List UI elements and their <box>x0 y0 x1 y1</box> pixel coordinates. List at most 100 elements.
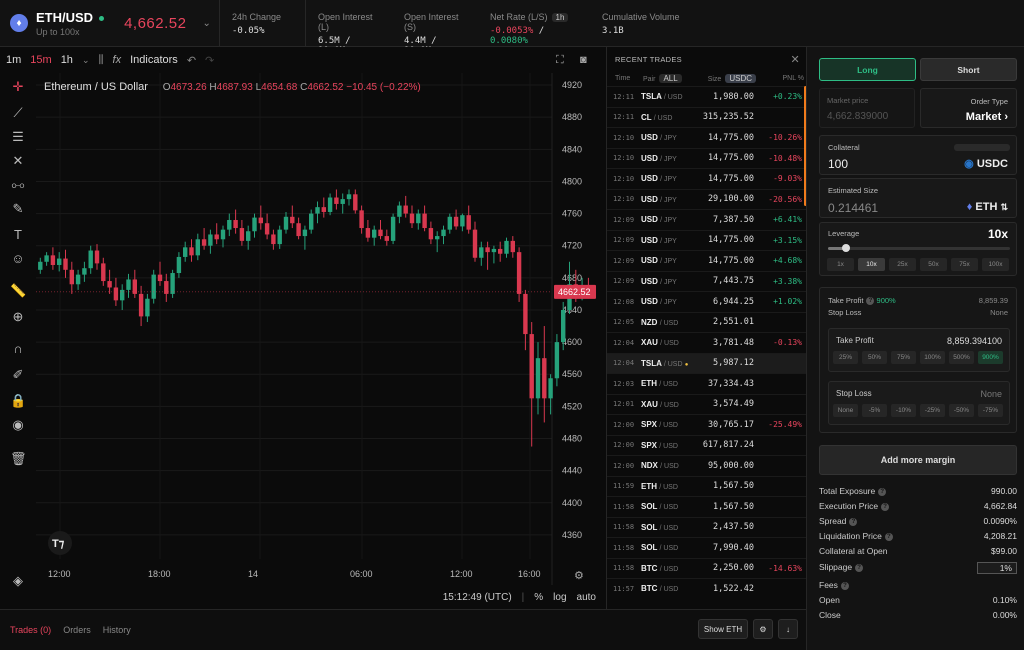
timeframe-1m[interactable]: 1m <box>6 54 22 66</box>
redo-icon[interactable]: ↷ <box>205 54 215 67</box>
help-icon[interactable]: ? <box>884 532 893 541</box>
chip-75x[interactable]: 75x <box>951 258 978 271</box>
percent-scale-toggle[interactable]: % <box>534 591 544 603</box>
order-type-select[interactable]: Order Type Market › <box>920 88 1017 128</box>
help-icon[interactable]: ? <box>878 487 887 496</box>
stop-loss-input[interactable]: Stop Loss None None -5% -10% -25% -50% -75% <box>828 381 1010 425</box>
timeframe-1h[interactable]: 1h <box>60 54 73 66</box>
chip-500pct[interactable]: 500% <box>949 351 974 364</box>
chip-minus-25pct[interactable]: -25% <box>920 404 945 417</box>
trade-row[interactable]: 12:00 SPX / USD 30,765.17 -25.49% <box>607 414 806 435</box>
close-icon[interactable]: ✕ <box>790 53 800 66</box>
chip-minus-10pct[interactable]: -10% <box>891 404 916 417</box>
trade-row[interactable]: 12:03 ETH / USD 37,334.43 <box>607 373 806 394</box>
help-icon[interactable]: ? <box>840 581 849 590</box>
chip-100pct[interactable]: 100% <box>920 351 945 364</box>
trade-row[interactable]: 11:58 SOL / USD 7,990.40 <box>607 537 806 558</box>
chip-25x[interactable]: 25x <box>889 258 916 271</box>
help-icon[interactable]: ? <box>849 517 858 526</box>
candle-type-icon[interactable]: ⫼ <box>98 53 104 66</box>
indicators-button[interactable]: Indicators <box>130 54 178 66</box>
help-icon[interactable]: ? <box>866 297 875 306</box>
trade-row[interactable]: 12:04 TSLA / USD ● 5,987.12 <box>607 352 806 373</box>
chip-100x[interactable]: 100x <box>982 258 1009 271</box>
settings-gear-icon[interactable]: ⚙ <box>574 569 584 582</box>
trade-row[interactable]: 11:58 BTC / USD 2,250.00 -14.63% <box>607 557 806 579</box>
tab-history[interactable]: History <box>102 625 131 635</box>
log-scale-toggle[interactable]: log <box>553 591 567 603</box>
short-button[interactable]: Short <box>920 58 1017 81</box>
estimated-size-input[interactable]: Estimated Size 0.214461 ♦ ETH ⇅ <box>819 178 1017 218</box>
trade-row[interactable]: 11:58 SOL / USD 2,437.50 <box>607 516 806 538</box>
gear-icon[interactable]: ⚙ <box>753 619 773 639</box>
text-icon[interactable]: T <box>14 227 22 242</box>
brush-icon[interactable]: ✎ <box>12 201 24 216</box>
add-margin-button[interactable]: Add more margin <box>819 445 1017 475</box>
crosshair-icon[interactable]: ✛ <box>12 79 24 94</box>
chevron-down-icon[interactable]: ⌄ <box>81 54 90 65</box>
fullscreen-icon[interactable]: ⛶ <box>556 53 564 66</box>
help-icon[interactable]: ? <box>855 563 864 572</box>
trade-row[interactable]: 12:11 CL / USD 315,235.52 <box>607 106 806 128</box>
magnet-icon[interactable]: ∩ <box>13 341 23 356</box>
horizontal-lines-icon[interactable]: ☰ <box>12 129 24 144</box>
trade-row[interactable]: 12:09 USD / JPY 14,775.00 +3.15% <box>607 229 806 251</box>
trade-row[interactable]: 12:11 TSLA / USD 1,980.00 +0.23% <box>607 86 806 107</box>
net-rate-interval-select[interactable]: 1h <box>551 13 569 22</box>
layers-icon[interactable]: ◈ <box>13 573 23 588</box>
collateral-input[interactable]: Collateral 100 ◉ USDC <box>819 135 1017 175</box>
tab-orders[interactable]: Orders <box>63 625 91 635</box>
chip-minus-50pct[interactable]: -50% <box>949 404 974 417</box>
leverage-slider-track[interactable] <box>844 247 1010 250</box>
pair-filter-all[interactable]: ALL <box>659 74 682 83</box>
zoom-icon[interactable]: ⊕ <box>12 309 24 324</box>
help-icon[interactable]: ? <box>881 502 890 511</box>
pair-selector[interactable]: ♦ ETH/USD Up to 100x 4,662.52 ⌄ <box>0 0 220 46</box>
chip-None[interactable]: None <box>833 404 858 417</box>
slippage-input[interactable]: 1% <box>977 562 1017 574</box>
tab-trades[interactable]: Trades (0) <box>10 625 52 635</box>
trade-row[interactable]: 12:08 USD / JPY 6,944.25 +1.02% <box>607 291 806 312</box>
trade-row[interactable]: 12:00 NDX / USD 95,000.00 <box>607 455 806 476</box>
estimated-size-value[interactable]: 0.214461 <box>828 201 879 215</box>
ruler-tools-icon[interactable]: ⧟ <box>11 177 25 192</box>
auto-scale-toggle[interactable]: auto <box>576 591 596 603</box>
undo-icon[interactable]: ↶ <box>186 54 197 67</box>
chip-75pct[interactable]: 75% <box>891 351 916 364</box>
trade-row[interactable]: 11:59 ETH / USD 1,567.50 <box>607 475 806 497</box>
pattern-icon[interactable]: ✕ <box>12 153 24 168</box>
price-chart[interactable]: 4920 4880 4840 4800 4760 4720 4680 4640 4600 4560… <box>36 73 606 585</box>
lock-drawing-icon[interactable]: ✐ <box>12 367 24 382</box>
long-button[interactable]: Long <box>819 58 916 81</box>
trash-icon[interactable]: 🗑 <box>10 451 27 466</box>
scrollbar[interactable] <box>804 86 807 206</box>
chip-minus-75pct[interactable]: -75% <box>978 404 1003 417</box>
emoji-icon[interactable]: ☺ <box>11 251 25 266</box>
chevron-down-icon[interactable]: ⌄ <box>202 17 211 29</box>
collateral-value[interactable]: 100 <box>828 157 849 171</box>
trend-line-icon[interactable]: ⟋ <box>13 105 23 120</box>
trade-row[interactable]: 12:09 USD / JPY 7,443.75 +3.38% <box>607 270 806 292</box>
swap-icon[interactable]: ⇅ <box>1000 202 1008 212</box>
chip-1x[interactable]: 1x <box>827 258 854 271</box>
chip-10x[interactable]: 10x <box>858 258 885 271</box>
trade-row[interactable]: 12:10 USD / JPY 14,775.00 -9.03% <box>607 168 806 189</box>
chip-50x[interactable]: 50x <box>920 258 947 271</box>
arrow-down-icon[interactable]: ↓ <box>778 619 798 639</box>
trade-row[interactable]: 11:57 BTC / USD 1,522.42 <box>607 578 806 599</box>
eye-icon[interactable]: ◉ <box>12 417 24 432</box>
trade-row[interactable]: 11:58 SOL / USD 1,567.50 <box>607 496 806 517</box>
take-profit-value[interactable]: 8,859.394100 <box>946 336 1002 346</box>
camera-icon[interactable]: ◙ <box>580 54 587 66</box>
stop-loss-value[interactable]: None <box>980 389 1002 399</box>
show-eth-button[interactable]: Show ETH <box>698 619 748 639</box>
leverage-slider-handle[interactable] <box>842 244 850 252</box>
trade-row[interactable]: 12:00 SPX / USD 617,817.24 <box>607 434 806 456</box>
trade-row[interactable]: 12:09 USD / JPY 7,387.50 +6.41% <box>607 209 806 230</box>
chip-900pct[interactable]: 900% <box>978 351 1003 364</box>
trade-row[interactable]: 12:09 USD / JPY 14,775.00 +4.68% <box>607 250 806 271</box>
trade-row[interactable]: 12:10 USD / JPY 14,775.00 -10.26% <box>607 127 806 148</box>
measure-icon[interactable]: 📏 <box>10 283 27 298</box>
lock-icon[interactable]: 🔒 <box>10 393 27 408</box>
trade-row[interactable]: 12:04 XAU / USD 3,781.48 -0.13% <box>607 332 806 353</box>
